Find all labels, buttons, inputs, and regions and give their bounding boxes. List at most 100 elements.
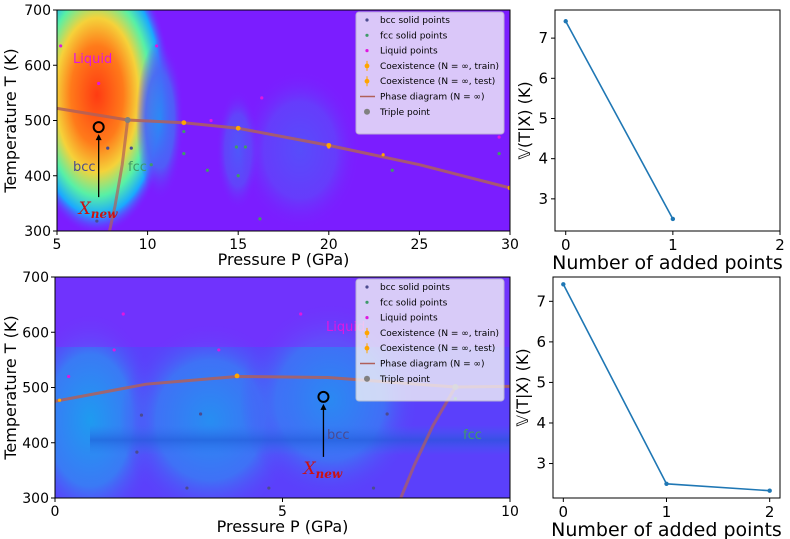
data-point	[664, 481, 669, 487]
y-tick-label: 400	[24, 169, 51, 185]
y-tick-label: 7	[538, 29, 548, 47]
legend-marker	[365, 49, 369, 53]
legend-entry: bcc solid points	[380, 283, 450, 293]
bcc-point	[106, 146, 110, 150]
legend-marker	[365, 300, 369, 304]
phase-boundary-bcc-fcc	[108, 119, 130, 231]
y-tick-label: 6	[536, 333, 546, 351]
y-tick-label: 6	[538, 69, 548, 87]
region-label-bcc: bcc	[73, 160, 96, 175]
bcc-point	[371, 486, 376, 490]
heatmap-band	[90, 425, 510, 455]
x-axis-label: Pressure P (GPa)	[217, 517, 349, 536]
heatmap-blue-blob	[240, 70, 360, 230]
y-tick-label: 400	[22, 436, 49, 452]
y-axis-label: Temperature T (K)	[1, 48, 20, 193]
legend-marker	[365, 316, 369, 320]
fcc-point	[390, 168, 394, 172]
liquid-point	[299, 312, 303, 316]
x-tick-label: 30	[501, 237, 519, 253]
y-tick-label: 3	[538, 190, 548, 208]
fcc-point	[236, 174, 240, 178]
legend-entry: Liquid points	[380, 47, 438, 57]
legend-entry: fcc solid points	[380, 298, 448, 308]
series-line	[565, 20, 674, 220]
y-axis-label: Temperature T (K)	[1, 315, 20, 460]
y-tick-label: 7	[536, 292, 546, 310]
liquid-point	[260, 96, 264, 100]
legend-entry: Coexistence (N = ∞, test)	[380, 344, 495, 354]
arrow-head	[95, 134, 102, 141]
x-tick-label: 2	[765, 503, 775, 521]
fcc-point	[205, 168, 209, 172]
top-right-line-panel: 0 1 2 3 4 5 6 7 Number of added points 𝕍(T|X) (K)	[515, 9, 785, 274]
y-tick-label: 700	[22, 270, 49, 286]
fcc-point	[258, 217, 262, 221]
new-point-marker	[92, 121, 105, 134]
coexistence-test-point	[57, 398, 62, 402]
fcc-point	[182, 152, 186, 156]
legend-entry: Liquid points	[380, 314, 438, 324]
legend-marker	[365, 18, 369, 22]
legend-marker	[364, 345, 370, 351]
legend-entry: fcc solid points	[380, 31, 448, 41]
y-tick-label: 300	[22, 491, 49, 507]
heatmap-blue-blob	[136, 40, 184, 200]
fcc-point	[243, 145, 248, 149]
legend-entry: Triple point	[379, 108, 430, 118]
x-tick-label: 15	[229, 237, 247, 253]
legend-marker	[364, 78, 370, 84]
y-tick-label: 600	[24, 58, 51, 74]
legend-entry: Phase diagram (N = ∞)	[380, 360, 485, 370]
y-tick-label: 3	[536, 455, 546, 473]
legend-box	[355, 11, 505, 135]
region-label-liquid: Liquid	[73, 52, 112, 67]
y-tick-label: 600	[22, 325, 49, 341]
x-tick-label: 5	[53, 237, 62, 253]
legend-entry: Phase diagram (N = ∞)	[380, 93, 485, 103]
x-tick-label: 2	[775, 236, 785, 254]
liquid-point	[59, 44, 63, 48]
liquid-point	[497, 135, 501, 139]
region-label-bcc: bcc	[327, 428, 350, 443]
liquid-point	[112, 348, 116, 352]
fcc-point	[497, 152, 501, 156]
bottom-right-line-panel: 0 1 2 3 4 5 6 7 Number of added points 𝕍(T|X) (K)	[513, 276, 782, 539]
x-axis-label: Pressure P (GPa)	[218, 250, 350, 269]
bcc-point	[185, 486, 189, 490]
legend-entry: Coexistence (N = ∞, train)	[380, 62, 499, 72]
x-tick-label: 5	[278, 504, 287, 520]
coexistence-train-point	[181, 120, 187, 126]
region-label-fcc: fcc	[463, 428, 482, 443]
legend-marker	[364, 330, 370, 336]
liquid-point	[67, 374, 71, 379]
coexistence-test-point	[381, 153, 385, 157]
liquid-point	[97, 81, 101, 86]
x-axis-label: Number of added points	[552, 252, 783, 274]
y-tick-label: 4	[536, 414, 546, 432]
fcc-point	[149, 163, 153, 167]
arrow-head	[320, 403, 327, 410]
new-point-marker	[317, 390, 330, 403]
x-axis-label: Number of added points	[551, 519, 782, 539]
bcc-point	[129, 146, 133, 150]
liquid-point	[155, 44, 159, 48]
y-tick-label: 500	[22, 381, 49, 397]
y-tick-label: 500	[24, 114, 51, 130]
x-tick-label: 10	[139, 237, 157, 253]
plot-frame	[554, 9, 781, 232]
liquid-point	[121, 312, 125, 316]
coexistence-test-point	[327, 145, 331, 149]
bcc-point	[135, 450, 139, 454]
fcc-point	[234, 145, 238, 149]
data-point	[767, 488, 772, 493]
y-tick-label: 700	[24, 3, 51, 19]
legend-marker	[364, 108, 370, 115]
bcc-point	[267, 486, 271, 490]
y-tick-label: 5	[536, 373, 546, 391]
legend-entry: Coexistence (N = ∞, test)	[380, 77, 495, 87]
triple-point	[124, 116, 131, 123]
